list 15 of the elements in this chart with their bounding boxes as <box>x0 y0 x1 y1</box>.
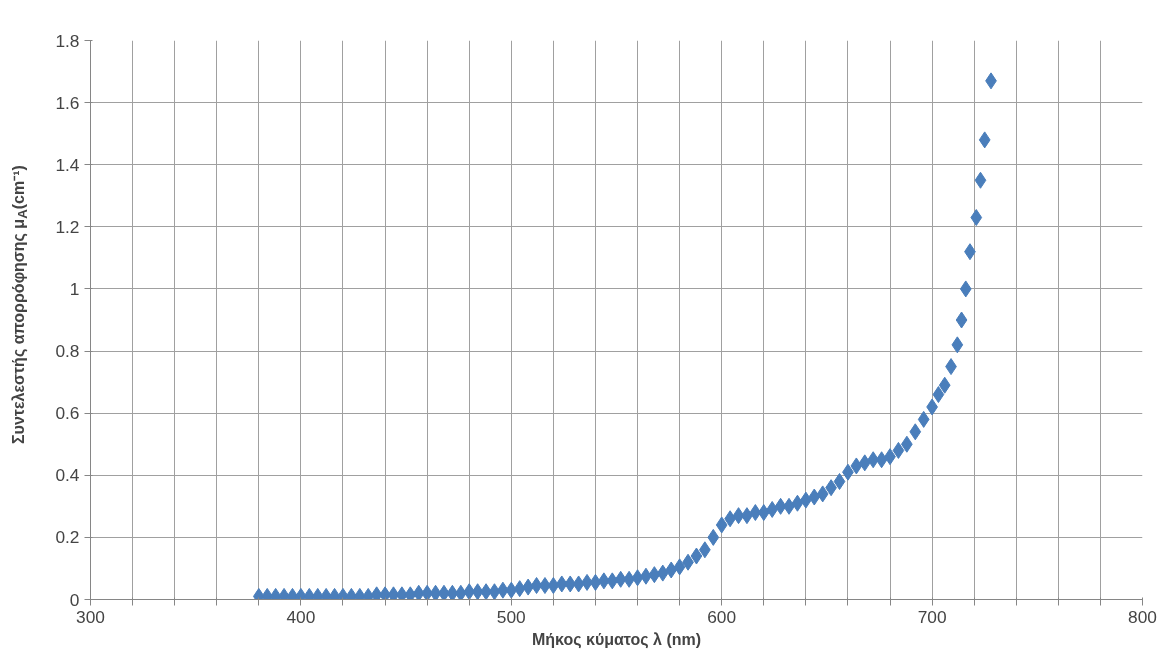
y-tick-label: 1.6 <box>55 92 80 113</box>
x-tick-label: 700 <box>917 606 947 627</box>
x-tick-label: 800 <box>1128 606 1157 627</box>
y-tick-label: 1.8 <box>55 30 80 51</box>
x-tick-label: 500 <box>496 606 526 627</box>
x-tick-label: 600 <box>707 606 737 627</box>
y-tick-label: 0.2 <box>55 527 80 548</box>
y-tick-label: 1 <box>69 278 80 299</box>
x-tick-label: 400 <box>286 606 316 627</box>
y-tick-label: 0.4 <box>55 465 80 486</box>
y-tick-label: 0.6 <box>55 403 80 424</box>
y-tick-label: 1.4 <box>55 154 80 175</box>
y-tick-label: 0.8 <box>55 341 80 362</box>
y-tick-label: 1.2 <box>55 216 80 237</box>
x-axis-title: Μήκος κύματος λ (nm) <box>531 630 702 649</box>
